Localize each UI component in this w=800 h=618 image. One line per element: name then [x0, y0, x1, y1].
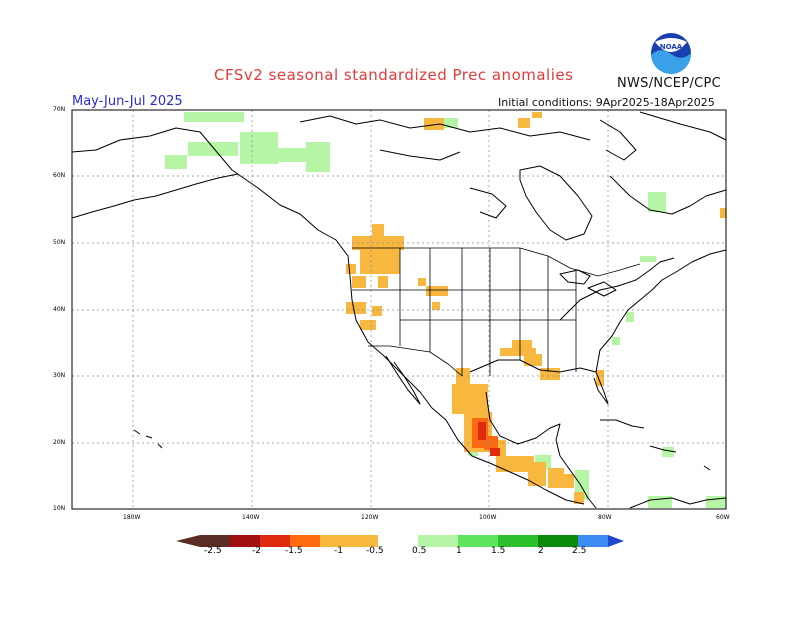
dry-cell	[456, 368, 470, 386]
lon-label: 100W	[479, 514, 497, 521]
colorbar-label: 1	[456, 546, 462, 556]
dry-cell	[372, 306, 382, 316]
dry-cell	[452, 384, 488, 414]
dry-cell	[574, 492, 584, 504]
dry-cell	[360, 250, 400, 274]
map-title: CFSv2 seasonal standardized Prec anomali…	[214, 66, 574, 84]
dry-cell	[372, 224, 384, 236]
map-frame	[71, 109, 727, 510]
dry-cell	[532, 112, 542, 118]
colorbar-swatch	[320, 535, 378, 547]
dry-cell	[424, 118, 444, 130]
wet-cell	[662, 447, 674, 457]
dry-cell	[518, 118, 530, 128]
colorbar-label: 1.5	[491, 546, 506, 556]
colorbar	[176, 535, 624, 547]
dry-cell	[346, 302, 366, 314]
colorbar-swatch	[458, 535, 498, 547]
wet-cell	[648, 192, 666, 212]
dry-cell	[360, 320, 376, 330]
wet-cell	[184, 112, 244, 122]
coastlines	[71, 111, 727, 509]
dry-stronger-cell	[490, 448, 500, 456]
colorbar-swatch	[498, 535, 538, 547]
lat-label: 70N	[53, 106, 66, 113]
dry-cell	[548, 468, 564, 488]
colorbar-swatch	[230, 535, 260, 547]
colorbar-swatch	[378, 535, 418, 547]
wet-cell	[165, 155, 187, 169]
colorbar-label: -0.5	[366, 546, 384, 556]
colorbar-swatch	[260, 535, 290, 547]
logo-text: NOAA	[660, 43, 683, 51]
dry-cell	[596, 370, 604, 386]
lat-label: 50N	[53, 239, 66, 246]
wet-cell	[240, 132, 278, 164]
colorbar-label: 2	[538, 546, 544, 556]
wet-cell	[188, 142, 238, 156]
colorbar-arrow-dry	[176, 535, 200, 547]
colorbar-label: -2	[252, 546, 261, 556]
dry-cell	[418, 278, 426, 286]
colorbar-swatch	[538, 535, 578, 547]
lat-label: 30N	[53, 372, 66, 379]
colorbar-label: 0.5	[412, 546, 427, 556]
wet-cell	[306, 142, 330, 172]
dry-cell	[378, 276, 388, 288]
wet-cell	[648, 496, 672, 508]
colorbar-swatch	[418, 535, 458, 547]
lon-label: 140W	[242, 514, 260, 521]
colorbar-swatch	[578, 535, 608, 547]
wet-cell	[640, 256, 656, 262]
wet-cell	[626, 312, 634, 322]
political-borders	[352, 247, 641, 377]
anomaly-cells	[165, 112, 726, 508]
dry-cell	[562, 474, 574, 488]
wet-cell	[612, 337, 620, 345]
dry-strong-cell	[484, 436, 498, 450]
agency-label: NWS/NCEP/CPC	[617, 76, 722, 91]
lon-label: 180W	[123, 514, 141, 521]
dry-cell	[524, 354, 542, 366]
lat-label: 20N	[53, 439, 66, 446]
lat-label: 10N	[53, 505, 66, 512]
dry-cell	[426, 286, 448, 296]
colorbar-label: -1.5	[285, 546, 303, 556]
lon-label: 60W	[716, 514, 730, 521]
colorbar-label: -2.5	[204, 546, 222, 556]
dry-cell	[528, 462, 546, 486]
dry-cell	[720, 208, 726, 218]
dry-stronger-cell	[478, 422, 486, 440]
lat-label: 40N	[53, 306, 66, 313]
dry-cell	[352, 276, 366, 288]
initial-conditions: Initial conditions: 9Apr2025-18Apr2025	[498, 96, 715, 109]
colorbar-swatch	[200, 535, 230, 547]
wet-cell	[278, 148, 308, 162]
forecast-period: May-Jun-Jul 2025	[72, 94, 183, 109]
colorbar-swatch	[290, 535, 320, 547]
colorbar-arrow-wet	[608, 535, 624, 547]
colorbar-label: 2.5	[572, 546, 587, 556]
colorbar-label: -1	[334, 546, 343, 556]
lon-label: 120W	[361, 514, 379, 521]
dry-cell	[500, 348, 536, 356]
noaa-logo: NOAA	[651, 33, 692, 74]
lat-label: 60N	[53, 172, 66, 179]
dry-cell	[496, 456, 534, 472]
lon-label: 80W	[598, 514, 612, 521]
dry-cell	[432, 302, 440, 310]
dry-cell	[346, 264, 356, 274]
wet-cell	[432, 118, 458, 128]
